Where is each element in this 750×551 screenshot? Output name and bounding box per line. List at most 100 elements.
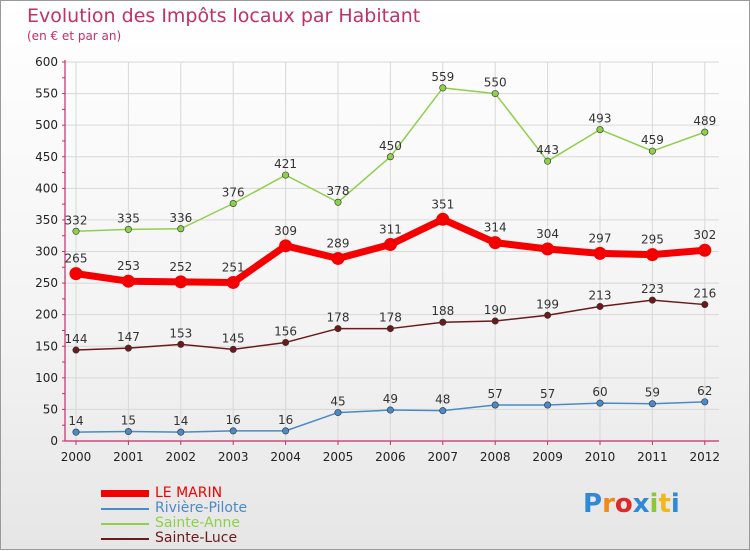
data-point bbox=[439, 318, 447, 326]
logo-letter: o bbox=[614, 489, 633, 519]
data-point bbox=[331, 251, 345, 265]
y-tick-label: 100 bbox=[35, 371, 58, 385]
legend-label: LE MARIN bbox=[155, 485, 223, 501]
data-point bbox=[121, 274, 135, 288]
data-label: 14 bbox=[173, 414, 188, 428]
data-point bbox=[69, 267, 83, 281]
y-tick-label: 450 bbox=[35, 150, 58, 164]
data-point bbox=[226, 275, 240, 289]
data-point bbox=[334, 325, 342, 333]
legend: LE MARIN Rivière-Pilote Sainte-Anne Sainte-… bbox=[101, 485, 321, 546]
x-tick-label: 2004 bbox=[270, 450, 301, 464]
data-label: 48 bbox=[435, 393, 450, 407]
y-tick-label: 500 bbox=[35, 118, 58, 132]
logo-letter: i bbox=[670, 489, 680, 519]
legend-swatch bbox=[101, 538, 149, 540]
data-label: 459 bbox=[641, 133, 664, 147]
data-point bbox=[701, 128, 709, 136]
data-point bbox=[229, 345, 237, 353]
data-label: 253 bbox=[117, 259, 140, 273]
data-label: 336 bbox=[169, 211, 192, 225]
data-point bbox=[383, 238, 397, 252]
x-tick-label: 2008 bbox=[480, 450, 511, 464]
y-tick-label: 250 bbox=[35, 276, 58, 290]
data-point bbox=[544, 401, 552, 409]
data-point bbox=[229, 427, 237, 435]
data-point bbox=[229, 199, 237, 207]
data-label: 489 bbox=[693, 114, 716, 128]
series bbox=[69, 84, 712, 436]
logo-letter: P bbox=[583, 489, 603, 519]
data-label: 302 bbox=[693, 228, 716, 242]
y-tick-label: 150 bbox=[35, 339, 58, 353]
y-tick-label: 600 bbox=[35, 55, 58, 69]
y-tick-label: 50 bbox=[43, 402, 58, 416]
data-label: 311 bbox=[379, 223, 402, 237]
data-label: 378 bbox=[327, 184, 350, 198]
data-label: 314 bbox=[484, 221, 507, 235]
data-point bbox=[174, 275, 188, 289]
legend-label: Sainte-Luce bbox=[155, 530, 238, 546]
data-point bbox=[177, 225, 185, 233]
data-point bbox=[124, 225, 132, 233]
data-label: 493 bbox=[589, 112, 612, 126]
data-point bbox=[701, 301, 709, 309]
data-label: 57 bbox=[540, 387, 555, 401]
legend-item: Sainte-Luce bbox=[101, 530, 321, 546]
y-tick-label: 550 bbox=[35, 87, 58, 101]
data-point bbox=[544, 311, 552, 319]
data-point bbox=[177, 428, 185, 436]
data-label: 153 bbox=[169, 326, 192, 340]
data-point bbox=[334, 409, 342, 417]
data-label: 57 bbox=[488, 387, 503, 401]
x-tick-label: 2012 bbox=[690, 450, 721, 464]
y-tick-label: 350 bbox=[35, 213, 58, 227]
data-label: 295 bbox=[641, 233, 664, 247]
data-point bbox=[282, 338, 290, 346]
data-label: 213 bbox=[589, 288, 612, 302]
data-point bbox=[386, 406, 394, 414]
data-point bbox=[648, 147, 656, 155]
data-label: 289 bbox=[327, 236, 350, 250]
data-label: 265 bbox=[65, 252, 88, 266]
data-point bbox=[491, 90, 499, 98]
data-label: 297 bbox=[589, 231, 612, 245]
data-point bbox=[698, 243, 712, 257]
data-label: 188 bbox=[431, 304, 454, 318]
data-label: 335 bbox=[117, 211, 140, 225]
data-label: 144 bbox=[65, 332, 88, 346]
chart-title: Evolution des Impôts locaux par Habitant bbox=[27, 5, 421, 27]
data-point bbox=[386, 153, 394, 161]
data-point bbox=[488, 236, 502, 250]
data-point bbox=[124, 344, 132, 352]
data-label: 16 bbox=[226, 413, 241, 427]
data-point bbox=[491, 401, 499, 409]
x-tick-label: 2007 bbox=[428, 450, 459, 464]
legend-label: Sainte-Anne bbox=[155, 515, 241, 531]
data-point bbox=[648, 296, 656, 304]
data-point bbox=[386, 325, 394, 333]
data-label: 550 bbox=[484, 76, 507, 90]
logo-letter: x bbox=[632, 489, 650, 519]
data-point bbox=[279, 239, 293, 253]
data-label: 421 bbox=[274, 157, 297, 171]
data-label: 45 bbox=[330, 395, 345, 409]
data-label: 14 bbox=[68, 414, 83, 428]
y-tick-label: 300 bbox=[35, 245, 58, 259]
legend-item: LE MARIN bbox=[101, 485, 321, 501]
data-label: 178 bbox=[327, 311, 350, 325]
data-point bbox=[596, 126, 604, 134]
data-label: 309 bbox=[274, 224, 297, 238]
data-label: 59 bbox=[645, 386, 660, 400]
data-label: 147 bbox=[117, 330, 140, 344]
data-label: 251 bbox=[222, 260, 245, 274]
data-point bbox=[596, 302, 604, 310]
data-point bbox=[282, 171, 290, 179]
data-point bbox=[72, 227, 80, 235]
data-labels: 332 335 336 376 421 378 450 559 550 443 493 459 489 1… bbox=[65, 70, 717, 428]
data-label: 332 bbox=[65, 213, 88, 227]
logo-letter: i bbox=[649, 489, 659, 519]
x-tick-label: 2000 bbox=[61, 450, 92, 464]
